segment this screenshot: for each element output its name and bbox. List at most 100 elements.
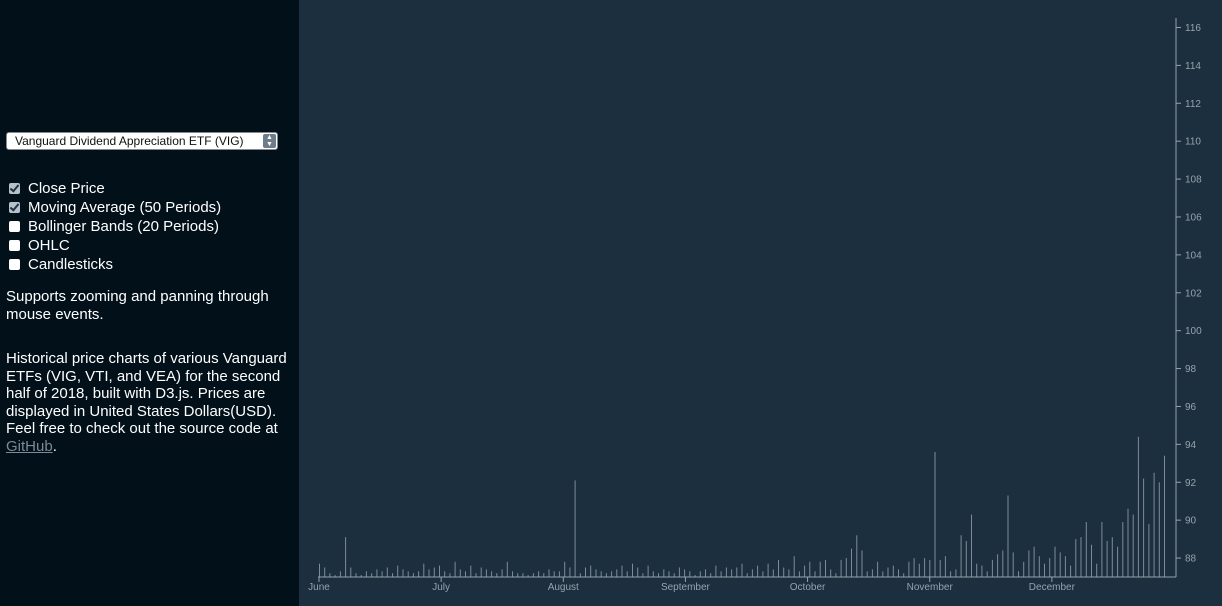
volume-bar: [1132, 514, 1134, 577]
volume-bar: [381, 571, 383, 577]
about-text: Historical price charts of various Vangu…: [6, 350, 287, 437]
github-link[interactable]: GitHub: [6, 437, 53, 455]
volume-bar: [1158, 482, 1160, 577]
volume-bar: [569, 567, 571, 577]
volume-bar: [392, 573, 393, 577]
volume-bar: [647, 565, 649, 577]
volume-bar: [496, 573, 498, 577]
volume-bar: [1080, 537, 1082, 577]
volume-bar: [715, 565, 717, 577]
volume-bar: [1153, 472, 1155, 577]
x-tick-label: June: [308, 582, 330, 593]
checkbox-close-price[interactable]: [9, 183, 20, 194]
volume-bar: [350, 567, 352, 577]
option-candlesticks[interactable]: Candlesticks: [9, 255, 221, 274]
volume-bar: [319, 563, 320, 577]
volume-bar: [1070, 565, 1072, 577]
volume-bar: [449, 573, 451, 577]
volume-bar: [788, 569, 790, 577]
volume-bar: [590, 565, 592, 577]
volume-bar: [913, 558, 915, 577]
y-tick-label: 98: [1185, 364, 1197, 375]
volume-bar: [376, 569, 378, 577]
volume-bar: [934, 451, 936, 577]
volume-bar: [746, 573, 748, 577]
volume-bar: [1101, 522, 1103, 577]
checkbox-moving-average[interactable]: [9, 202, 20, 213]
volume-bar: [371, 573, 373, 577]
volume-bar: [642, 573, 644, 577]
volume-bar: [903, 573, 905, 577]
volume-bar: [600, 571, 602, 577]
volume-bar: [558, 571, 560, 577]
volume-bar: [1137, 436, 1139, 577]
volume-bar: [861, 550, 863, 577]
volume-bar: [345, 537, 347, 577]
volume-bar: [804, 565, 806, 577]
volume-bar: [965, 541, 967, 577]
price-chart[interactable]: June July August September October November De…: [299, 0, 1222, 606]
volume-bar: [658, 573, 659, 577]
volume-bar: [548, 569, 550, 577]
volume-bar: [981, 565, 983, 577]
volume-bar: [710, 573, 712, 577]
volume-bar: [673, 573, 675, 577]
volume-bar: [611, 571, 613, 577]
about-end: .: [52, 437, 57, 455]
volume-bar: [689, 571, 691, 577]
volume-bar: [1122, 522, 1124, 577]
volume-bar: [339, 571, 341, 577]
volume-bar: [694, 575, 696, 577]
volume-bar: [470, 565, 472, 577]
y-tick-label: 100: [1185, 326, 1202, 337]
volume-bar: [428, 569, 430, 577]
volume-bar: [574, 480, 576, 577]
checkbox-ohlc[interactable]: [9, 240, 20, 251]
option-moving-average[interactable]: Moving Average (50 Periods): [9, 198, 221, 217]
volume-bar: [845, 558, 847, 577]
option-bollinger-bands[interactable]: Bollinger Bands (20 Periods): [9, 217, 221, 236]
volume-bar: [527, 575, 529, 577]
y-tick-label: 88: [1185, 554, 1197, 565]
etf-select[interactable]: Vanguard Dividend Appreciation ETF (VIG)…: [6, 132, 278, 150]
etf-select-value: Vanguard Dividend Appreciation ETF (VIG): [15, 134, 244, 148]
volume-bar: [1117, 546, 1119, 577]
volume-bar: [720, 571, 722, 577]
volume-bar: [365, 571, 367, 577]
y-tick-label: 112: [1185, 99, 1201, 110]
y-tick-label: 96: [1185, 402, 1197, 413]
volume-bar: [360, 575, 362, 577]
option-close-price[interactable]: Close Price: [9, 179, 221, 198]
volume-bar: [678, 567, 680, 577]
volume-bar: [605, 573, 607, 577]
option-ohlc-label: OHLC: [28, 237, 70, 254]
volume-bar: [1002, 550, 1004, 577]
volume-bar: [798, 571, 800, 577]
volume-bar: [736, 567, 738, 577]
volume-bar: [334, 575, 336, 577]
volume-bar: [433, 567, 435, 577]
volume-bar: [1049, 558, 1051, 577]
volume-bars: [319, 436, 1165, 577]
volume-bar: [971, 514, 972, 577]
volume-bar: [522, 573, 524, 577]
option-ohlc[interactable]: OHLC: [9, 236, 221, 255]
volume-bar: [1012, 552, 1014, 577]
volume-bar: [1044, 563, 1045, 577]
volume-bar: [819, 561, 821, 577]
volume-bar: [950, 571, 952, 577]
y-tick-label: 110: [1185, 137, 1201, 148]
y-tick-label: 108: [1185, 175, 1202, 186]
x-tick-label: August: [548, 582, 579, 593]
y-tick-label: 114: [1185, 61, 1201, 72]
volume-bar: [1059, 552, 1061, 577]
volume-bar: [1028, 550, 1030, 577]
volume-bar: [939, 559, 941, 577]
volume-bar: [512, 571, 513, 577]
checkbox-candlesticks[interactable]: [9, 259, 20, 270]
volume-bar: [454, 561, 456, 577]
sidebar: Vanguard Dividend Appreciation ETF (VIG)…: [0, 0, 299, 606]
checkbox-bollinger-bands[interactable]: [9, 221, 20, 232]
volume-bar: [924, 558, 926, 577]
volume-bar: [851, 548, 852, 577]
